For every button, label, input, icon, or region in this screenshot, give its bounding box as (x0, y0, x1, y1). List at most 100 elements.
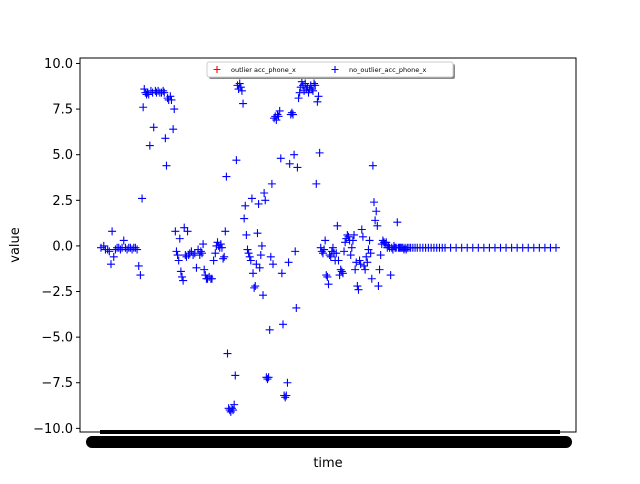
y-tick-label: 7.5 (52, 103, 73, 118)
data-point (240, 214, 249, 223)
data-point (174, 256, 183, 265)
data-point (287, 108, 296, 117)
data-point (291, 247, 300, 256)
data-point (159, 86, 168, 95)
data-point (354, 285, 363, 294)
y-tick-label: 5.0 (52, 148, 73, 163)
data-point (281, 393, 290, 402)
data-point (324, 280, 333, 289)
y-tick-label: 0.0 (52, 239, 73, 254)
data-point (249, 269, 258, 278)
plot-area (79, 57, 577, 433)
data-point (373, 221, 382, 230)
data-point (223, 349, 232, 358)
data-point (136, 271, 145, 280)
data-point (162, 161, 171, 170)
data-point (167, 95, 176, 104)
data-point (304, 88, 313, 97)
data-point (173, 251, 182, 260)
data-point (264, 373, 273, 382)
data-point (277, 269, 286, 278)
data-point (256, 251, 265, 260)
series-1 (97, 77, 560, 416)
data-point (312, 179, 321, 188)
data-point (344, 232, 353, 241)
data-point (103, 245, 112, 254)
data-point (169, 125, 178, 134)
data-point (366, 249, 375, 258)
data-point (261, 196, 270, 205)
data-point (333, 221, 342, 230)
data-point (362, 252, 371, 261)
data-point (254, 199, 263, 208)
y-tick-label: −7.5 (41, 376, 73, 391)
data-point (370, 198, 378, 207)
data-point (200, 265, 209, 274)
data-point (263, 375, 272, 384)
data-point (341, 238, 350, 247)
data-point (253, 229, 262, 238)
data-point (220, 252, 229, 261)
data-point (313, 97, 322, 106)
data-point (318, 249, 327, 258)
data-point (140, 85, 149, 94)
data-point (232, 156, 241, 165)
x-axis (86, 430, 572, 448)
x-tick-label-band (86, 436, 572, 448)
data-point (245, 252, 254, 261)
data-point (209, 256, 218, 265)
series-layer (97, 77, 560, 416)
data-point (356, 260, 365, 269)
data-point (275, 106, 284, 115)
data-point (134, 261, 143, 270)
data-point (251, 282, 260, 291)
data-point (166, 92, 175, 101)
data-point (295, 88, 304, 97)
data-point (190, 249, 199, 258)
data-point (314, 92, 323, 101)
data-point (316, 243, 325, 252)
y-axis-label: value (8, 227, 23, 263)
legend-marker (213, 66, 221, 73)
data-point (108, 227, 117, 236)
data-point (284, 258, 293, 267)
data-point (346, 251, 355, 260)
data-point (347, 243, 356, 252)
data-point (357, 225, 366, 234)
data-point (211, 249, 220, 258)
data-point (145, 141, 154, 150)
data-point (372, 207, 381, 216)
data-point (119, 236, 128, 245)
data-point (371, 216, 380, 225)
data-point (350, 230, 359, 239)
data-point (197, 249, 206, 258)
data-point (276, 154, 285, 163)
data-point (320, 245, 329, 254)
data-point (199, 240, 208, 249)
data-point (133, 245, 142, 254)
data-point (109, 252, 118, 261)
data-point (241, 201, 250, 210)
data-point (308, 86, 317, 95)
data-point (183, 227, 192, 236)
data-point (219, 254, 228, 263)
data-point (138, 194, 147, 203)
data-point (247, 194, 256, 203)
data-point (139, 103, 148, 112)
data-point (235, 79, 244, 88)
data-point (326, 252, 335, 261)
data-point (279, 320, 287, 329)
data-point (337, 267, 346, 276)
data-point (242, 230, 251, 239)
data-point (367, 274, 376, 283)
data-point (293, 163, 302, 172)
data-point (360, 261, 369, 270)
data-point (307, 85, 316, 94)
data-point (160, 88, 169, 97)
data-point (207, 274, 216, 283)
data-point (340, 247, 349, 256)
y-tick-label: −2.5 (41, 285, 73, 300)
data-point (393, 218, 402, 227)
